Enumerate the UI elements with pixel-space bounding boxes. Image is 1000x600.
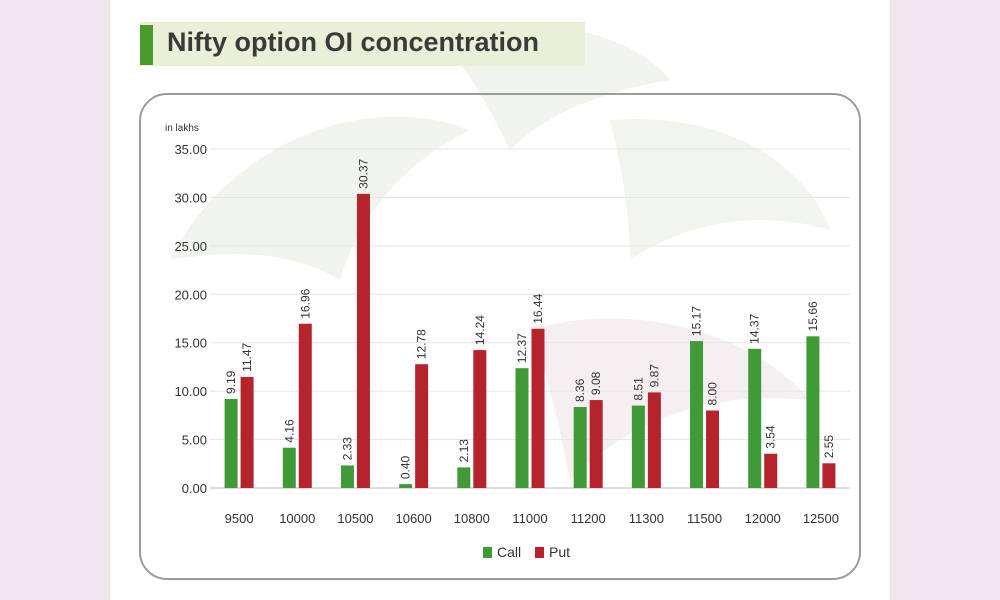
call-bar: [457, 467, 471, 488]
data-label: 3.54: [764, 425, 778, 449]
put-bar: [298, 323, 312, 488]
call-bar: [806, 336, 820, 488]
x-tick-label: 9500: [225, 511, 254, 526]
y-unit-label: in lakhs: [165, 123, 199, 134]
x-tick-label: 10800: [454, 511, 490, 526]
data-label: 8.00: [706, 382, 720, 406]
y-tick-label: 0.00: [182, 481, 207, 496]
x-tick-label: 10000: [279, 511, 315, 526]
data-label: 15.66: [806, 301, 820, 331]
data-label: 12.37: [515, 333, 529, 363]
legend-swatch-put: [535, 547, 544, 558]
put-bar: [589, 400, 603, 488]
data-label: 0.40: [399, 455, 413, 479]
put-bar: [531, 328, 545, 488]
data-label: 14.37: [748, 313, 762, 343]
put-bar: [356, 193, 370, 489]
data-label: 9.87: [647, 364, 661, 388]
data-label: 2.55: [822, 435, 836, 459]
x-tick-label: 10500: [337, 511, 373, 526]
y-tick-label: 35.00: [174, 142, 207, 157]
data-label: 14.24: [473, 315, 487, 345]
data-label: 15.17: [690, 306, 704, 336]
y-tick-label: 30.00: [174, 190, 207, 205]
chart-title: Nifty option OI concentration: [167, 27, 539, 57]
y-tick-label: 15.00: [174, 336, 207, 351]
x-tick-label: 11300: [629, 511, 664, 526]
legend-label-call: Call: [497, 544, 521, 560]
y-tick-label: 10.00: [174, 384, 207, 399]
data-label: 16.96: [298, 288, 312, 318]
put-bar: [822, 463, 836, 488]
put-bar: [415, 364, 429, 488]
call-bar: [282, 447, 296, 488]
put-bar: [240, 376, 254, 488]
data-label: 2.33: [340, 437, 354, 461]
call-bar: [399, 484, 413, 488]
data-label: 30.37: [356, 158, 370, 188]
call-bar: [631, 405, 645, 488]
x-tick-label: 12000: [745, 511, 781, 526]
data-label: 9.19: [224, 370, 238, 394]
data-label: 16.44: [531, 293, 545, 323]
call-bar: [340, 465, 354, 488]
put-bar: [706, 410, 720, 488]
call-bar: [748, 348, 762, 488]
chart-card: Nifty option OI concentration 0.00 5.00 10…: [110, 0, 890, 600]
legend-swatch-call: [483, 547, 492, 558]
data-label: 8.36: [573, 378, 587, 402]
put-bar: [473, 350, 487, 488]
x-tick-label: 11200: [571, 511, 606, 526]
data-label: 4.16: [282, 419, 296, 443]
title-band: [140, 22, 585, 66]
x-tick-label: 11000: [512, 511, 547, 526]
y-tick-label: 25.00: [174, 239, 207, 254]
bar-chart: 0.00 5.00 10.00 15.00 20.00 25.00 30.00 35.00 in…: [165, 123, 850, 560]
data-label: 8.51: [631, 377, 645, 401]
x-tick-label: 12500: [803, 511, 839, 526]
y-tick-label: 20.00: [174, 287, 207, 302]
call-bar: [224, 398, 238, 488]
put-bar: [764, 453, 778, 488]
put-bar: [647, 392, 661, 488]
x-tick-label: 11500: [687, 511, 722, 526]
data-label: 11.47: [240, 342, 254, 371]
call-bar: [515, 368, 529, 488]
data-label: 12.78: [415, 329, 429, 359]
call-bar: [573, 407, 587, 488]
data-label: 2.13: [457, 439, 471, 463]
y-tick-label: 5.00: [182, 433, 207, 448]
title-accent-bar: [140, 25, 153, 65]
x-tick-label: 10600: [396, 511, 432, 526]
call-bar: [690, 341, 704, 488]
chart-frame: [139, 93, 861, 580]
legend-label-put: Put: [549, 544, 570, 560]
data-label: 9.08: [589, 371, 603, 395]
